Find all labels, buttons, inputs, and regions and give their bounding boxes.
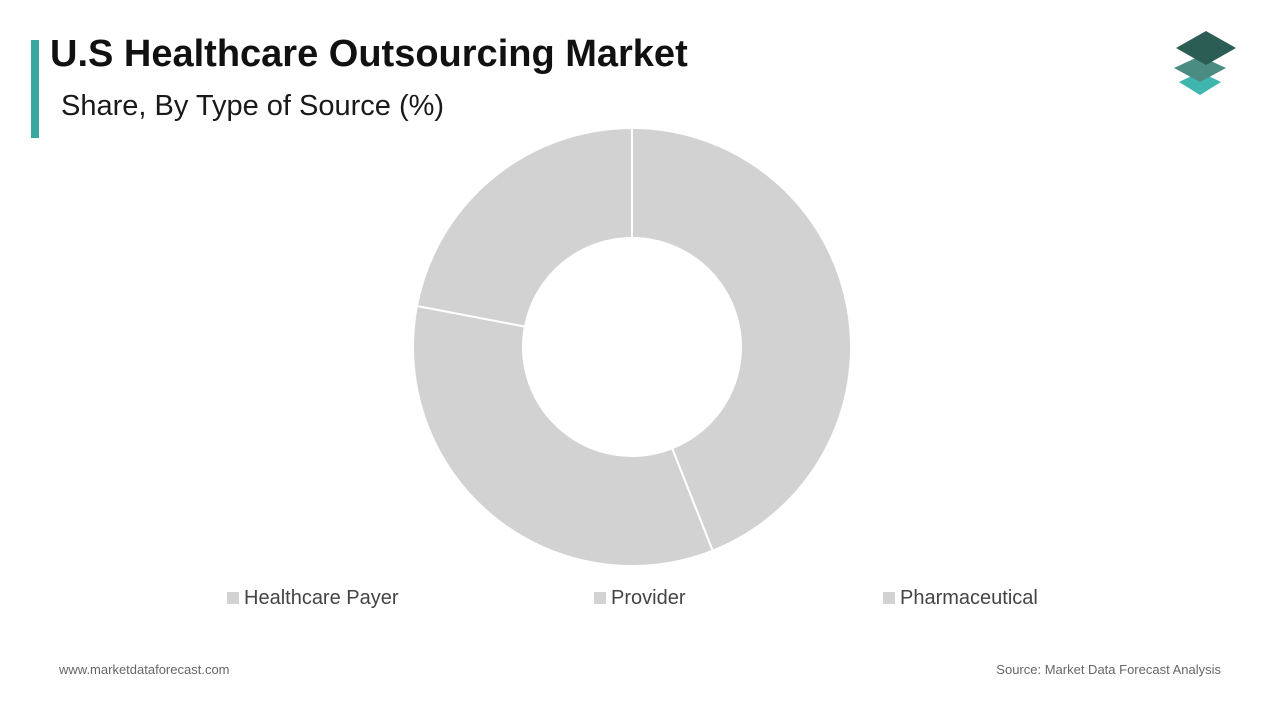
legend-label: Provider xyxy=(611,586,686,609)
legend-item-provider: Provider xyxy=(594,586,685,610)
logo-layer-bottom xyxy=(1179,72,1221,95)
donut-slice-healthcare-payer xyxy=(631,126,852,552)
legend-swatch xyxy=(594,592,606,604)
logo-layer-top xyxy=(1176,31,1236,65)
legend-item-healthcare-payer: Healthcare Payer xyxy=(227,586,399,610)
legend-swatch xyxy=(883,592,895,604)
legend-label: Pharmaceutical xyxy=(900,586,1038,609)
donut-slice-provider xyxy=(412,304,714,567)
footer-website: www.marketdataforecast.com xyxy=(59,662,230,677)
logo-layer-middle xyxy=(1174,56,1226,82)
stacked-layers-logo-icon xyxy=(1174,31,1236,95)
legend-item-pharmaceutical: Pharmaceutical xyxy=(883,586,1038,610)
footer-source: Source: Market Data Forecast Analysis xyxy=(996,662,1221,677)
page-title: U.S Healthcare Outsourcing Market xyxy=(50,33,688,75)
page-subtitle: Share, By Type of Source (%) xyxy=(61,90,445,122)
donut-slice-pharmaceutical xyxy=(415,126,633,328)
legend-label: Healthcare Payer xyxy=(244,586,399,609)
title-accent-bar xyxy=(31,40,39,138)
legend-swatch xyxy=(227,592,239,604)
